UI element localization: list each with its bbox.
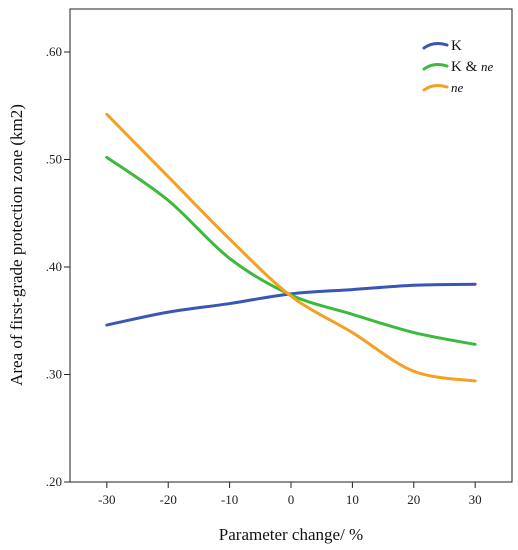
x-tick-label: -30 <box>98 492 115 507</box>
legend-label: ne <box>451 80 464 95</box>
legend-label: K & ne <box>451 59 494 75</box>
y-tick-label: .40 <box>46 259 62 274</box>
x-tick-label: 30 <box>469 492 482 507</box>
y-tick-label: .50 <box>46 152 62 167</box>
x-tick-label: -10 <box>221 492 238 507</box>
plot-frame <box>69 8 513 483</box>
x-tick-label: 0 <box>288 492 295 507</box>
y-tick-label: .30 <box>46 367 62 382</box>
y-tick-label: .60 <box>46 44 62 59</box>
legend-label-subscript: ne <box>481 59 494 74</box>
x-tick-label: 20 <box>407 492 420 507</box>
series-line <box>105 282 477 327</box>
legend-swatch <box>422 84 449 92</box>
x-tick-label: -20 <box>160 492 177 507</box>
legend-label-main: K <box>451 38 462 54</box>
y-axis: .20 .30 .40 .50 .60 <box>46 44 70 489</box>
x-tick-label: 10 <box>346 492 359 507</box>
legend-swatch <box>422 63 449 71</box>
legend-label-subscript: ne <box>451 80 464 95</box>
y-axis-title: Area of first-grade protection zone (km2… <box>7 104 26 386</box>
series-line <box>105 155 477 346</box>
legend-swatch <box>422 42 449 50</box>
x-axis: -30 -20 -10 0 10 20 30 <box>98 482 482 507</box>
legend-label: K <box>451 38 462 54</box>
series-line <box>105 112 477 383</box>
y-tick-label: .20 <box>46 474 62 489</box>
x-axis-title: Parameter change/ % <box>219 525 363 544</box>
series-lines <box>105 112 477 383</box>
legend-label-main: K & <box>451 59 481 75</box>
